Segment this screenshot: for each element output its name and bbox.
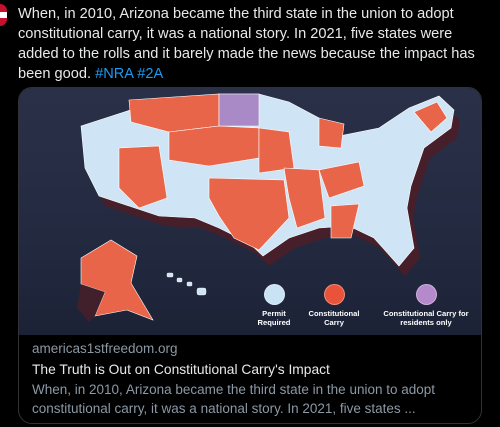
legend-residents-only: Constitutional Carry for residents only — [372, 284, 480, 327]
legend-constitutional-carry: Constitutional Carry — [302, 284, 366, 327]
legend-label-constitutional: Constitutional Carry — [308, 309, 360, 327]
legend-label-residents: Constitutional Carry for residents only — [383, 309, 469, 327]
card-domain: americas1stfreedom.org — [32, 341, 178, 356]
tweet-text: When, in 2010, Arizona became the third … — [18, 4, 492, 84]
hashtag-2a[interactable]: #2A — [137, 66, 164, 82]
card-image-map[interactable]: Permit Required Constitutional Carry Con… — [19, 88, 481, 335]
card-body[interactable]: americas1stfreedom.org The Truth is Out … — [32, 340, 472, 418]
link-preview-card[interactable]: Permit Required Constitutional Carry Con… — [18, 87, 482, 424]
author-avatar[interactable] — [0, 4, 7, 26]
legend-label-permit: Permit Required — [257, 309, 291, 327]
legend-dot-residents — [415, 284, 437, 305]
card-title[interactable]: The Truth is Out on Constitutional Carry… — [32, 362, 330, 377]
card-description: When, in 2010, Arizona became the third … — [32, 382, 436, 416]
tweet-body: When, in 2010, Arizona became the third … — [18, 6, 475, 82]
hashtag-nra[interactable]: #NRA — [95, 66, 134, 82]
map-legend: Permit Required Constitutional Carry Con… — [244, 284, 481, 330]
us-map-illustration — [77, 93, 460, 322]
legend-dot-permit — [263, 284, 285, 305]
legend-permit-required: Permit Required — [244, 284, 304, 327]
legend-dot-constitutional — [323, 284, 345, 305]
